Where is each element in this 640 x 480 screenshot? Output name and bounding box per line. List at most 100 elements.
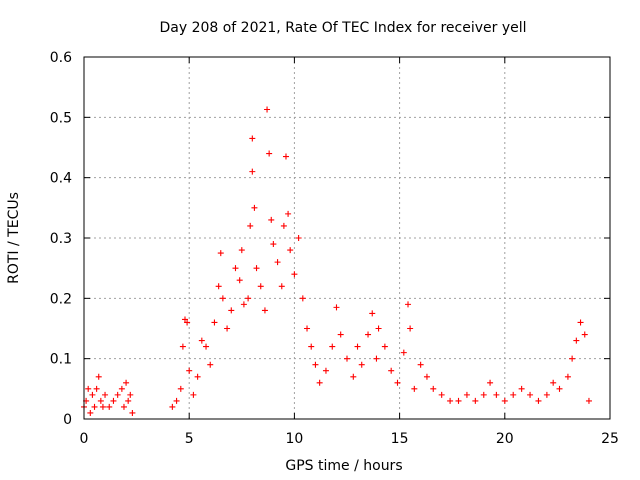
data-point [274,259,281,266]
data-point [550,379,557,386]
data-point [423,373,430,380]
data-point [400,349,407,356]
data-point [344,355,350,362]
data-point [577,319,584,326]
data-point [125,397,132,404]
data-point [261,307,268,314]
data-point [224,325,231,332]
data-point [278,283,285,290]
data-point [585,397,592,404]
y-tick-label: 0.6 [50,50,72,66]
data-point [97,397,104,404]
data-point [333,304,340,311]
data-point [179,343,186,350]
x-tick-label: 0 [80,431,89,447]
grid-lines [84,57,610,419]
data-point [110,397,117,404]
y-tick-label: 0.5 [50,110,72,126]
data-point [194,373,201,380]
data-point [463,391,470,398]
data-point [430,385,437,392]
data-point [89,391,96,398]
x-axis-label: GPS time / hours [285,458,402,474]
data-point [249,168,256,175]
chart-title: Day 208 of 2021, Rate Of TEC Index for r… [159,20,526,36]
data-point [501,397,508,404]
data-point [299,295,306,302]
data-point [417,361,424,368]
data-point [181,316,188,323]
data-point [236,277,243,284]
data-point [207,361,214,368]
y-axis-label: ROTI / TECUs [6,192,22,284]
data-points [81,106,592,416]
data-point [573,337,580,344]
x-tick-labels: 0 5 10 15 20 25 [80,431,619,447]
data-point [177,385,184,392]
y-tick-labels: 0 0.1 0.2 0.3 0.4 0.5 0.6 [50,50,72,428]
y-tick-label: 0.4 [50,171,72,187]
data-point [85,385,92,392]
data-point [295,235,302,241]
data-point [257,283,264,290]
data-point [329,343,336,350]
data-point [186,367,193,374]
data-point [535,397,542,404]
data-point [388,367,395,374]
data-point [308,343,315,350]
data-point [93,385,100,392]
data-point [127,391,134,398]
data-point [238,247,245,254]
data-point [527,391,534,398]
data-point [114,391,121,398]
data-point [287,247,294,254]
data-point [270,241,277,248]
x-tick-label: 20 [496,431,514,447]
y-tick-label: 0.3 [50,231,72,247]
data-point [266,150,273,157]
data-point [232,265,239,272]
data-point [411,385,418,392]
data-point [569,355,576,362]
data-point [190,391,197,398]
data-point [264,106,271,113]
data-point [102,391,109,398]
data-point [304,325,311,332]
axis-ticks [83,56,611,420]
data-point [129,409,136,416]
data-point [316,379,323,386]
data-point [245,295,252,302]
plot-frame [83,56,611,420]
data-point [381,343,388,350]
data-point [407,325,414,332]
data-point [581,331,588,338]
data-point [106,403,113,410]
data-point [215,283,222,290]
data-point [217,250,224,257]
data-point [173,397,180,404]
data-point [405,301,412,308]
data-point [375,325,382,332]
data-point [211,319,218,326]
data-point [480,391,487,398]
data-point [354,343,361,350]
data-point [99,403,106,410]
data-point [120,403,127,410]
data-point [228,307,235,314]
data-point [322,367,329,374]
data-point [564,373,571,380]
data-point [472,397,479,404]
data-point [373,355,380,362]
data-point [198,337,205,344]
data-point [369,310,376,317]
x-tick-label: 15 [391,431,409,447]
data-point [253,265,260,272]
data-point [91,403,98,410]
data-point [291,271,298,278]
data-point [487,379,494,386]
data-point [169,403,176,410]
data-point [95,373,102,380]
data-point [184,319,191,326]
data-point [438,391,445,398]
